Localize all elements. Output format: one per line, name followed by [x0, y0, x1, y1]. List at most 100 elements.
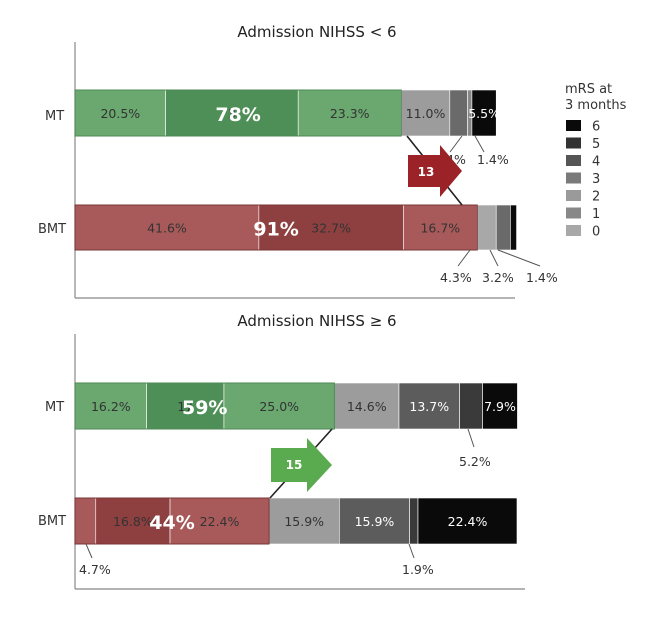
legend-swatch-mrs1: [566, 207, 581, 219]
bar-segment-mt-mrs3: [334, 382, 400, 430]
bar-segment-bmt-mrs2: [403, 204, 478, 251]
row-label-bmt-lt6: BMT: [38, 222, 66, 237]
leader-line-mt-5-lt6: [449, 135, 463, 153]
good-outcome-percent-mt: 59%: [182, 397, 227, 419]
good-outcome-percent-mt: 78%: [215, 104, 260, 126]
bars-ge6: 16.2% 17 25.0% 14.6% 13.7% 7.9% 59% 16.8% 22.4% 1…: [74, 382, 518, 545]
good-outcome-outline-bmt: [74, 204, 478, 251]
bars-lt6: 20.5% 3 23.3% 11.0% 5.5% 78% 41.6% 32.7% 16.7% 91…: [74, 89, 517, 251]
good-outcome-percent-bmt: 44%: [149, 512, 194, 534]
leader-line-bmt-5-lt6: [489, 249, 499, 267]
panel-nihss-ge6: Admission NIHSS ≥ 6 MT BMT 16.2% 17 25.0% 1…: [38, 312, 525, 590]
segment-label-mt-mrs2: 23.3%: [330, 106, 370, 121]
segment-label-mt-mrs3: 11.0%: [406, 106, 446, 121]
leader-line-bmt-5-ge6: [408, 543, 415, 559]
legend-swatch-mrs2: [566, 190, 581, 201]
segment-label-bmt-mrs4: 15.9%: [355, 514, 395, 529]
legend-label-mrs6: 6: [592, 120, 600, 135]
bar-segment-bmt-mrs3: [268, 497, 340, 545]
leader-line-bmt-0-ge6: [85, 543, 93, 559]
callout-mt-a-ge6: 5.2%: [459, 454, 491, 469]
bar-segment-mt-mrs1: [165, 89, 299, 137]
bar-segment-mt-mrs5: [459, 382, 483, 430]
bar-segment-mt-mrs6: [482, 382, 518, 430]
panel-title-ge6: Admission NIHSS ≥ 6: [237, 312, 396, 330]
callout-mt-b-lt6: 1.4%: [477, 152, 509, 167]
legend-items: 6 5 4 3 2 1 0: [566, 120, 600, 240]
segment-label-bmt-mrs0: 41.6%: [147, 221, 187, 236]
legend: mRS at 3 months 6 5 4 3 2 1 0: [565, 82, 627, 240]
leader-line-bmt-6-lt6: [497, 249, 541, 267]
segment-label-bmt-mrs2: 22.4%: [200, 514, 240, 529]
bar-segment-mt-mrs2: [297, 89, 402, 137]
legend-title-line1: mRS at: [565, 82, 612, 97]
panel-title-lt6: Admission NIHSS < 6: [237, 23, 396, 41]
segment-label-bmt-mrs1: 32.7%: [311, 221, 351, 236]
bar-segment-mt-mrs4: [398, 382, 460, 430]
segment-label-mt-mrs1: 3: [228, 106, 236, 121]
panel-nihss-lt6: Admission NIHSS < 6 MT BMT 20.5% 3 23.3% 11…: [38, 23, 558, 299]
segment-label-mt-mrs6: 5.5%: [468, 106, 500, 121]
arrow-shape-lt6: [408, 145, 462, 197]
leader-line-mt-5-ge6: [467, 428, 475, 448]
bar-segment-bmt-mrs0: [74, 497, 97, 545]
legend-label-mrs4: 4: [592, 155, 600, 170]
bar-segment-mt-mrs6: [471, 89, 497, 137]
legend-swatch-mrs3: [566, 172, 581, 184]
good-outcome-percent-bmt: 91%: [253, 219, 298, 241]
legend-swatch-mrs6: [566, 120, 581, 131]
segment-label-mt-mrs6: 7.9%: [484, 399, 516, 414]
arrow-lt6: 13: [408, 145, 462, 197]
segment-label-mt-mrs4: 13.7%: [409, 399, 449, 414]
segment-label-bmt-mrs2: 16.7%: [420, 221, 460, 236]
good-outcome-outline-mt: [74, 382, 335, 430]
segment-label-bmt-mrs6: 22.4%: [448, 514, 488, 529]
arrow-number-lt6: 13: [418, 165, 435, 179]
legend-swatch-mrs4: [566, 155, 581, 166]
bar-segment-bmt-mrs5: [495, 204, 511, 251]
bar-segment-bmt-mrs0: [74, 204, 260, 251]
row-label-mt-lt6: MT: [45, 109, 64, 124]
segment-label-mt-mrs0: 20.5%: [100, 106, 140, 121]
row-label-mt-ge6: MT: [45, 400, 64, 415]
bar-segment-bmt-mrs5: [409, 497, 419, 545]
legend-label-mrs5: 5: [592, 137, 600, 152]
bar-segment-bmt-mrs6: [510, 204, 517, 251]
bar-segment-bmt-mrs3: [476, 204, 497, 251]
legend-label-mrs2: 2: [592, 190, 600, 205]
legend-label-mrs3: 3: [592, 172, 600, 187]
good-outcome-outline-mt: [74, 89, 402, 137]
legend-swatch-mrs0: [566, 225, 581, 236]
leader-line-bmt-4-lt6: [457, 249, 471, 267]
leader-line-mt-6-lt6: [474, 135, 485, 153]
legend-swatch-mrs5: [566, 137, 581, 149]
row-label-bmt-ge6: BMT: [38, 514, 66, 529]
callout-bmt-a-lt6: 4.3%: [440, 270, 472, 285]
arrow-number-ge6: 15: [286, 458, 303, 472]
arrow-shape-ge6: [271, 438, 332, 492]
callout-bmt-b-lt6: 3.2%: [482, 270, 514, 285]
bar-segment-mt-mrs1: [146, 382, 225, 430]
arrow-ge6: 15: [271, 438, 332, 492]
legend-label-mrs0: 0: [592, 225, 600, 240]
bar-segment-mt-mrs4: [449, 89, 468, 137]
callout-bmt-a-ge6: 4.7%: [79, 562, 111, 577]
bar-segment-mt-mrs2: [223, 382, 335, 430]
segment-label-mt-mrs3: 14.6%: [347, 399, 387, 414]
good-outcome-outline-bmt: [74, 497, 270, 545]
bar-segment-mt-mrs0: [74, 382, 147, 430]
segment-label-mt-mrs0: 16.2%: [91, 399, 131, 414]
bar-segment-bmt-mrs2: [169, 497, 270, 545]
bar-segment-bmt-mrs6: [417, 497, 518, 545]
segment-label-mt-mrs1: 17: [177, 399, 193, 414]
legend-label-mrs1: 1: [592, 207, 600, 222]
callout-bmt-b-ge6: 1.9%: [402, 562, 434, 577]
segment-label-mt-mrs2: 25.0%: [259, 399, 299, 414]
segment-label-bmt-mrs1: 16.8%: [113, 514, 153, 529]
bar-segment-bmt-mrs4: [339, 497, 410, 545]
legend-title-line2: 3 months: [565, 98, 627, 113]
callout-bmt-c-lt6: 1.4%: [526, 270, 558, 285]
segment-label-bmt-mrs3: 15.9%: [284, 514, 324, 529]
bar-segment-bmt-mrs1: [258, 204, 404, 251]
